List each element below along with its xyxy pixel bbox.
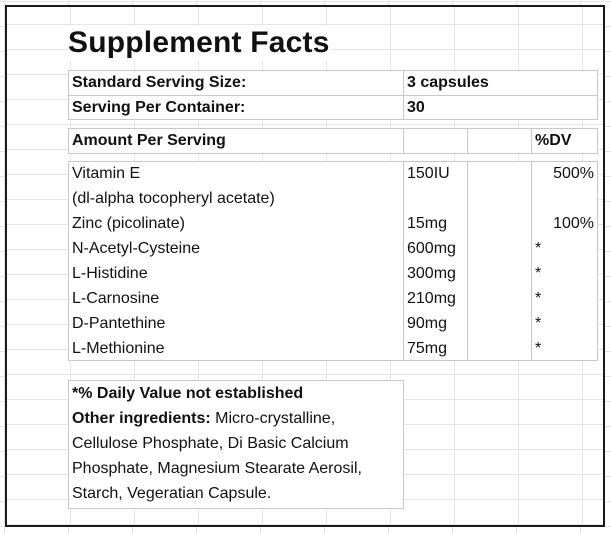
nutrient-name: L-Methionine [72,340,165,357]
nutrient-dv: * [535,265,542,282]
nutrient-dv: * [535,240,542,257]
nutrient-dv: * [535,340,542,357]
nutrient-amount: 300mg [407,265,456,282]
page-title: Supplement Facts [68,26,330,60]
header-divider-3 [531,128,532,154]
servings-per-container-value: 30 [407,99,425,116]
footnote-box [68,380,404,509]
other-ingredients-text: Micro-crystalline, Cellulose Phosphate, … [72,410,362,502]
nutrient-name: Vitamin E [72,165,141,182]
nutrient-dv: 500% [553,165,594,182]
nutrients-divider-2 [467,161,468,361]
nutrient-name: N-Acetyl-Cysteine [72,240,201,257]
other-ingredients: Other ingredients: Micro-crystalline, Ce… [72,406,392,506]
nutrient-name: Zinc (picolinate) [72,215,185,232]
nutrient-amount: 150IU [407,165,450,182]
servings-per-container-label: Serving Per Container: [72,99,246,116]
nutrient-name: L-Histidine [72,265,148,282]
nutrient-dv: * [535,315,542,332]
nutrient-dv [531,186,598,211]
nutrient-dv: * [535,290,542,307]
nutrients-divider-3 [531,161,532,361]
nutrient-amount [403,186,407,211]
other-ingredients-label: Other ingredients: [72,410,211,427]
nutrient-dv: 100% [553,215,594,232]
nutrients-divider-1 [403,161,404,361]
amount-per-serving-header: Amount Per Serving [72,132,226,149]
header-divider-1 [403,128,404,154]
serving-size-value: 3 capsules [407,74,489,91]
nutrient-amount: 75mg [407,340,448,357]
serving-row-divider [68,95,598,96]
nutrient-name: L-Carnosine [72,290,160,307]
dv-header: %DV [535,132,572,149]
nutrient-amount: 600mg [407,240,456,257]
nutrient-name: (dl-alpha tocopheryl acetate) [72,190,275,207]
serving-size-label: Standard Serving Size: [72,74,247,91]
header-divider-2 [467,128,468,154]
amount-header-row [68,128,598,154]
nutrients-table [68,161,598,361]
nutrient-amount: 90mg [407,315,448,332]
nutrient-name: D-Pantethine [72,315,166,332]
nutrient-amount: 210mg [407,290,456,307]
nutrient-amount: 15mg [407,215,448,232]
dv-footnote: *% Daily Value not established [72,385,304,402]
